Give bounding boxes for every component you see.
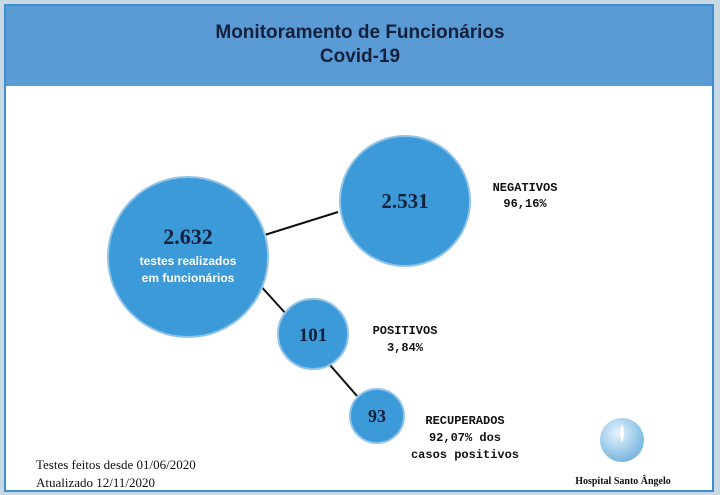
recovered-caption: 92,07% dos — [429, 431, 501, 445]
total-label: testes realizados — [140, 254, 237, 268]
positive-circle — [277, 298, 349, 370]
negative-caption: NEGATIVOS — [493, 181, 558, 195]
logo-text: Hospital Santo Ângelo — [575, 475, 671, 487]
negative-caption: 96,16% — [503, 197, 547, 211]
total-value: 2.632 — [163, 224, 213, 249]
logo-drop — [620, 424, 624, 442]
positive-caption: 3,84% — [387, 341, 424, 355]
footer-line: Testes feitos desde 01/06/2020 — [36, 457, 196, 472]
connector — [257, 282, 288, 316]
header-band — [6, 6, 712, 86]
connector — [329, 364, 358, 397]
total-circle — [107, 176, 269, 338]
negative-circle — [339, 135, 471, 267]
recovered-caption: RECUPERADOS — [425, 414, 504, 428]
recovered-caption: casos positivos — [411, 448, 519, 462]
subtitle: Covid-19 — [320, 46, 400, 67]
recovered-circle — [349, 388, 405, 444]
positive-caption: POSITIVOS — [373, 324, 438, 338]
total-label: em funcionários — [142, 271, 235, 285]
positive-value: 101 — [299, 325, 328, 346]
negative-value: 2.531 — [381, 189, 428, 213]
recovered-value: 93 — [368, 406, 386, 426]
title: Monitoramento de Funcionários — [215, 22, 504, 43]
footer-line: Atualizado 12/11/2020 — [36, 475, 155, 490]
connector — [254, 211, 339, 239]
